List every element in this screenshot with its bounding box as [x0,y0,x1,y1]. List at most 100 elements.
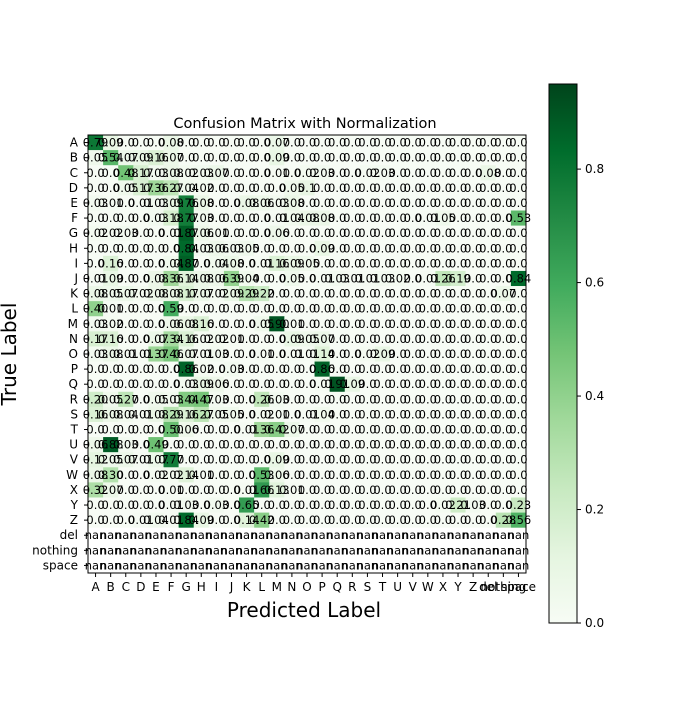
heatmap-cell [329,150,346,166]
heatmap-cell [435,361,451,377]
heatmap-cell [163,270,179,287]
heatmap-cell [480,467,497,483]
cell-value-label: 0.03 [113,226,139,240]
cell-value-label: 0.08 [83,287,109,301]
heatmap-cell [510,421,527,438]
cell-value-label: 0.0 [86,256,104,270]
heatmap-cell [284,482,300,498]
cell-value-label: 0.0 [268,241,286,255]
cell-value-label: 0.0 [117,241,135,255]
heatmap-cell [405,512,421,528]
heatmap-cell [254,361,270,377]
heatmap-cell [344,135,361,151]
heatmap-cell [510,557,527,574]
heatmap-cell [435,346,451,362]
heatmap-cell [103,421,119,438]
cell-value-label: 0.0 [86,166,104,180]
heatmap-cell [208,437,225,453]
heatmap-cell [133,301,149,317]
heatmap-cell [223,255,240,272]
heatmap-cell [208,557,225,574]
cell-value-label: 0.0 [449,256,467,270]
heatmap-cell [254,497,270,513]
heatmap-cell [359,195,376,211]
cell-value-label: 0.0 [117,136,135,150]
heatmap-cell [405,346,421,362]
cell-value-label: 0.0 [509,151,527,165]
heatmap-cell [390,346,406,362]
cell-value-label: 0.17 [128,181,154,195]
cell-value-label: 0.0 [147,241,165,255]
heatmap-cell [208,542,225,559]
cell-value-label: 0.0 [328,196,346,210]
heatmap-cell [480,482,497,498]
cell-value-label: 0.0 [298,271,316,285]
heatmap-cell [148,270,164,287]
heatmap-cell [405,150,421,166]
cell-value-label: 0.02 [173,166,199,180]
heatmap-cell [465,165,481,181]
heatmap-cell [193,467,210,483]
heatmap-cell [465,195,481,211]
heatmap-cell [118,421,134,438]
heatmap-cell [193,286,210,302]
heatmap-cell [239,316,255,332]
heatmap-cell [420,210,436,226]
heatmap-cell [435,150,451,166]
cell-value-label: 0.0 [388,151,406,165]
heatmap-cell [178,270,195,287]
heatmap-cell [148,467,164,483]
heatmap-cell [133,361,149,377]
cell-value-label: 0.0 [328,151,346,165]
heatmap-cell [163,316,179,332]
heatmap-cell [495,361,512,377]
heatmap-cell [465,210,481,226]
heatmap-cell [269,331,285,347]
heatmap-cell [269,542,285,559]
heatmap-cell [239,497,255,513]
cell-value-label: 0.0 [343,196,361,210]
cell-value-label: 0.03 [188,166,214,180]
heatmap-cell [390,467,406,483]
heatmap-cell [208,270,225,287]
heatmap-cell [299,225,315,242]
heatmap-cell [193,497,210,513]
heatmap-cell [133,255,149,272]
y-tick-label: M [68,317,78,331]
heatmap-cell [390,497,406,513]
cell-value-label: 0.0 [147,136,165,150]
heatmap-cell [193,316,210,332]
cell-value-label: 0.0 [253,166,271,180]
heatmap-cell [88,452,104,468]
colorbar-tick-label: 0.0 [585,616,604,630]
heatmap-cell [269,210,285,226]
heatmap-cell [118,225,134,242]
heatmap-cell [495,346,512,362]
heatmap-cell [269,497,285,513]
heatmap-cell [435,406,451,423]
heatmap-cell [223,195,240,211]
heatmap-cell [239,286,255,302]
x-tick-label: Q [332,580,341,594]
x-tick-label: K [243,580,252,594]
cell-value-label: 0.0 [388,136,406,150]
cell-value-label: 0.09 [98,271,124,285]
heatmap-cell [299,150,315,166]
heatmap-cell [193,527,210,544]
heatmap-cell [405,497,421,513]
heatmap-cell [480,195,497,211]
heatmap-cell [329,195,346,211]
heatmap-cell [284,225,300,242]
heatmap-cell [193,452,210,468]
heatmap-cell [495,391,512,408]
heatmap-cell [148,255,164,272]
heatmap-cell [329,421,346,438]
cell-value-label: 0.0 [253,151,271,165]
heatmap-cell [254,225,270,242]
heatmap-cell [480,331,497,347]
heatmap-cell [344,482,361,498]
heatmap-cell [193,150,210,166]
heatmap-cell [118,512,134,528]
cell-value-label: 0.0 [373,211,391,225]
heatmap-cell [148,557,164,574]
